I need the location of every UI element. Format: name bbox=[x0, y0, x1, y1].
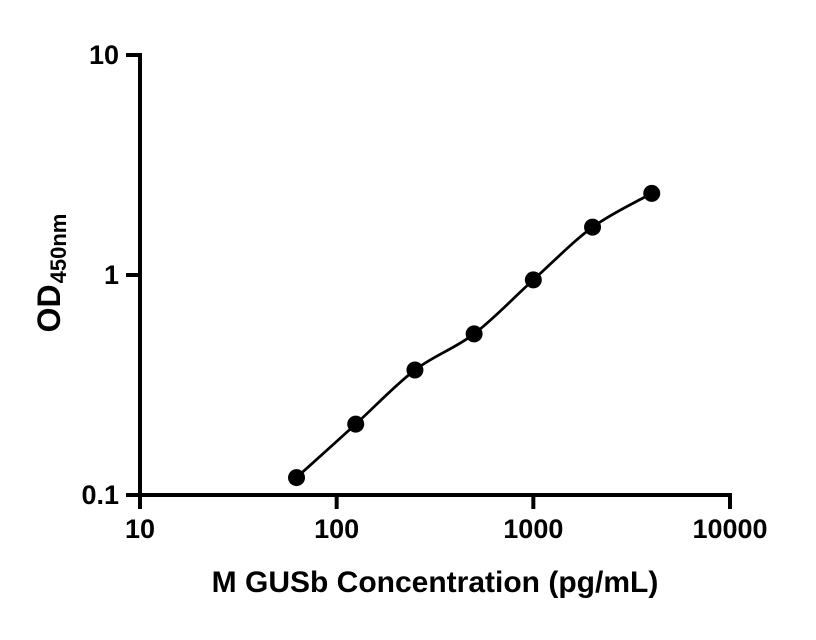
y-axis-title-subscript: 450nm bbox=[46, 213, 71, 284]
x-axis-ticks: 10 100 1000 10000 bbox=[125, 495, 768, 544]
x-axis-title: M GUSb Concentration (pg/mL) bbox=[211, 566, 659, 599]
x-tick-label: 10 bbox=[125, 514, 155, 544]
y-axis-title: OD 450nm bbox=[31, 213, 73, 333]
y-axis-title-main: OD bbox=[31, 284, 67, 333]
y-tick-label: 10 bbox=[89, 40, 119, 70]
x-tick-label: 1000 bbox=[503, 514, 563, 544]
data-point bbox=[465, 325, 483, 343]
data-point bbox=[406, 361, 424, 379]
y-tick-label: 1 bbox=[104, 260, 119, 290]
data-point bbox=[347, 415, 365, 433]
x-tick-label: 100 bbox=[314, 514, 359, 544]
data-point bbox=[288, 469, 306, 487]
data-point bbox=[524, 271, 542, 289]
axes-spines bbox=[138, 53, 732, 497]
x-tick-label: 10000 bbox=[692, 514, 767, 544]
y-tick-label: 0.1 bbox=[81, 480, 119, 510]
data-point bbox=[584, 218, 602, 236]
data-points bbox=[288, 184, 661, 487]
data-point bbox=[643, 184, 661, 202]
y-axis-ticks: 0.1 1 10 bbox=[81, 40, 140, 510]
